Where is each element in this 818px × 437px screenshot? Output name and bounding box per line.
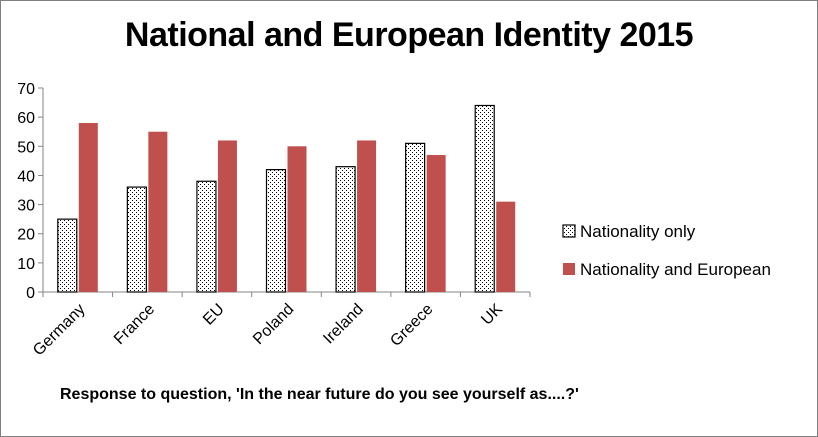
y-tick-label: 30: [17, 198, 35, 215]
bar-nationality-only-greece: [405, 142, 426, 293]
bar-nationality-and-european-eu: [217, 140, 237, 292]
x-tick-label-ireland: Ireland: [320, 301, 367, 348]
x-tick-label-eu: EU: [200, 301, 228, 329]
y-tick-label: 50: [17, 139, 35, 156]
x-tick-label-poland: Poland: [250, 301, 297, 348]
bar-nationality-and-european-poland: [287, 146, 307, 292]
bar-nationality-and-european-germany: [78, 122, 98, 292]
bar-nationality-and-european-uk: [496, 201, 516, 292]
bar-nationality-only-france: [126, 186, 147, 293]
y-tick-label: 0: [26, 285, 35, 302]
legend-label-nationality-only: Nationality only: [580, 222, 696, 241]
legend: Nationality only Nationality and European: [562, 222, 771, 279]
x-tick-labels: Germany France EU Poland Ireland Greece UK: [30, 301, 506, 360]
bar-nationality-only-uk: [474, 104, 495, 293]
y-tick-label: 10: [17, 256, 35, 273]
bar-nationality-only-germany: [57, 218, 78, 293]
x-tick-label-france: France: [111, 301, 158, 348]
y-tick-label: 60: [17, 110, 35, 127]
bar-nationality-and-european-ireland: [357, 140, 377, 292]
x-tick-label-germany: Germany: [30, 301, 89, 360]
chart-title: National and European Identity 2015: [124, 16, 694, 54]
bars-group: [57, 104, 516, 293]
x-tick-label-uk: UK: [478, 301, 506, 329]
y-tick-label: 40: [17, 168, 35, 185]
x-tick-label-greece: Greece: [387, 301, 436, 350]
legend-swatch-nationality-only: [562, 224, 576, 238]
bar-nationality-only-ireland: [335, 166, 356, 293]
y-tick-label: 20: [17, 227, 35, 244]
y-tick-label: 70: [17, 81, 35, 98]
axes-group: 0 10 20 30 40 50 60 70: [17, 81, 531, 302]
chart-note: Response to question, 'In the near futur…: [60, 386, 579, 403]
legend-label-nationality-and-european: Nationality and European: [580, 260, 771, 279]
bar-nationality-only-eu: [196, 180, 217, 293]
bar-nationality-and-european-france: [148, 131, 168, 292]
legend-swatch-nationality-and-european: [563, 263, 575, 275]
bar-nationality-and-european-greece: [426, 155, 446, 292]
bar-nationality-only-poland: [265, 169, 287, 293]
